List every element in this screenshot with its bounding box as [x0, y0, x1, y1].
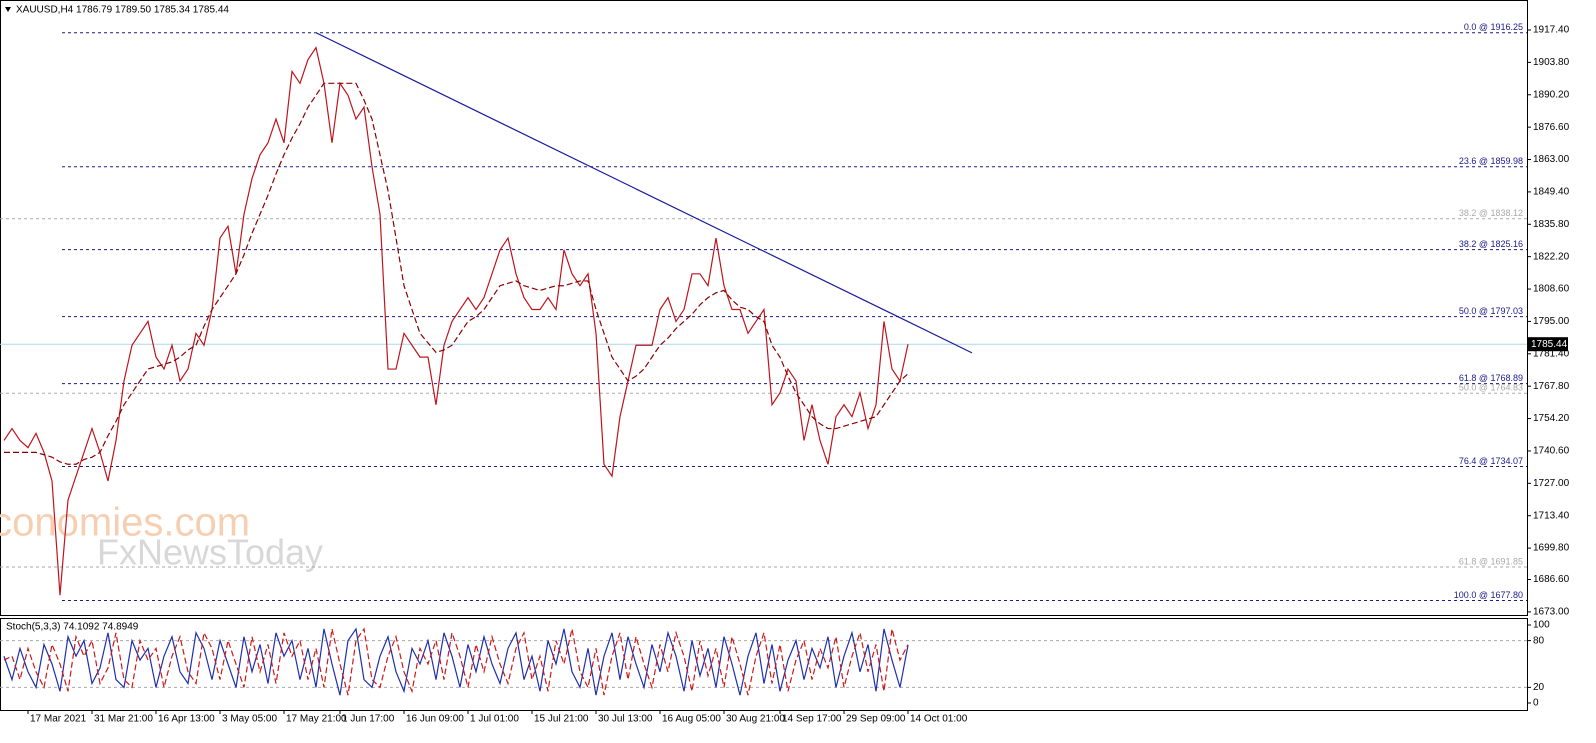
x-tick-label: 1 Jul 01:00 [470, 714, 519, 725]
y-tick-label: 1822.20 [1533, 251, 1570, 262]
x-tick-label: 17 May 21:00 [286, 714, 347, 725]
x-tick-label: 15 Jul 21:00 [534, 714, 589, 725]
x-tick-label: 29 Sep 09:00 [846, 714, 906, 725]
series-line [3, 46, 909, 596]
series-line [3, 627, 909, 696]
x-tick-label: 16 Jun 09:00 [406, 714, 464, 725]
y-tick-label: 1917.40 [1533, 25, 1570, 36]
y-tick-label: 80 [1533, 635, 1545, 646]
y-tick-label: 1713.40 [1533, 510, 1570, 521]
x-tick-label: 14 Oct 01:00 [910, 714, 968, 725]
fib-label: 100.0 @ 1677.80 [1454, 590, 1523, 600]
series-line [3, 627, 909, 696]
x-tick-label: 16 Apr 13:00 [158, 714, 215, 725]
y-tick-label: 1740.60 [1533, 446, 1570, 457]
y-tick-label: 1727.00 [1533, 478, 1570, 489]
x-tick-label: 16 Aug 05:00 [662, 714, 721, 725]
fib-label: 50.0 @ 1764.83 [1459, 383, 1523, 393]
y-tick-label: 100 [1533, 620, 1550, 631]
stoch-title: Stoch(5,3,3) 74.1092 74.8949 [6, 622, 139, 633]
y-tick-label: 1699.80 [1533, 543, 1570, 554]
y-tick-label: 1835.80 [1533, 219, 1570, 230]
y-tick-label: 1876.60 [1533, 122, 1570, 133]
x-tick-label: 30 Jul 13:00 [598, 714, 653, 725]
y-tick-label: 1686.60 [1533, 574, 1570, 585]
menu-arrow[interactable] [5, 7, 11, 12]
fib-label: 38.2 @ 1838.12 [1459, 208, 1523, 218]
fib-label: 38.2 @ 1825.16 [1459, 239, 1523, 249]
x-tick-label: 31 Mar 21:00 [94, 714, 153, 725]
y-tick-label: 1767.80 [1533, 381, 1570, 392]
fib-label: 50.0 @ 1797.03 [1459, 306, 1523, 316]
x-tick-label: 1 Jun 17:00 [342, 714, 395, 725]
y-tick-label: 1754.20 [1533, 413, 1570, 424]
main-panel [0, 0, 1528, 616]
y-tick-label: 1863.00 [1533, 154, 1570, 165]
fib-label: 61.8 @ 1768.89 [1459, 373, 1523, 383]
y-tick-label: 0 [1533, 698, 1539, 709]
trendline [315, 32, 973, 354]
price-label: 1785.44 [1531, 339, 1568, 350]
watermark: economies.com [0, 501, 250, 545]
fib-label: 76.4 @ 1734.07 [1459, 456, 1523, 466]
x-tick-label: 17 Mar 2021 [30, 714, 87, 725]
fib-label: 23.6 @ 1859.98 [1459, 156, 1523, 166]
y-tick-label: 1808.60 [1533, 284, 1570, 295]
x-tick-label: 14 Sep 17:00 [782, 714, 842, 725]
stoch-panel [0, 618, 1528, 711]
watermark: FxNewsToday [97, 532, 323, 573]
y-tick-label: 1849.40 [1533, 187, 1570, 198]
fib-label: 61.8 @ 1691.85 [1459, 556, 1523, 566]
y-tick-label: 1781.40 [1533, 348, 1570, 359]
y-tick-label: 1795.00 [1533, 316, 1570, 327]
x-tick-label: 30 Aug 21:00 [726, 714, 785, 725]
y-tick-label: 20 [1533, 682, 1545, 693]
y-tick-label: 1890.20 [1533, 89, 1570, 100]
y-tick-label: 1903.80 [1533, 57, 1570, 68]
chart-title: XAUUSD,H4 1786.79 1789.50 1785.34 1785.4… [16, 5, 229, 16]
y-tick-label: 1673.00 [1533, 607, 1570, 618]
price-box [1528, 337, 1568, 352]
x-tick-label: 3 May 05:00 [222, 714, 277, 725]
series-line [4, 82, 909, 465]
fib-label: 0.0 @ 1916.25 [1464, 22, 1523, 32]
